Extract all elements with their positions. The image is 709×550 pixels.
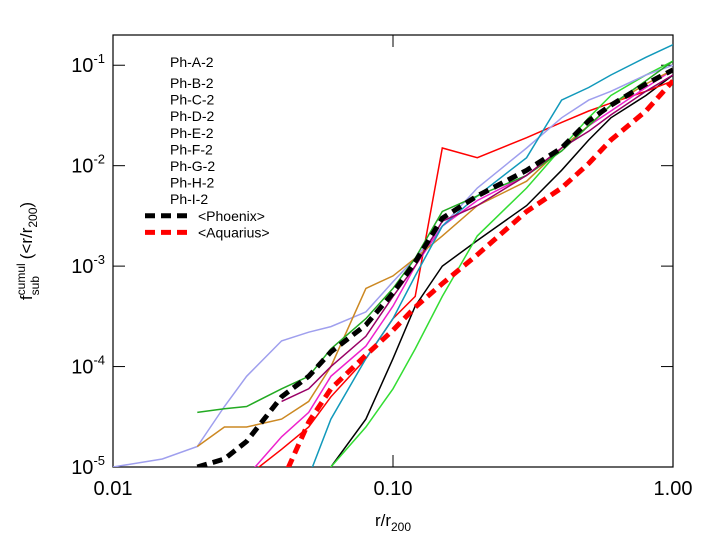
y-tick-power: -2: [93, 152, 105, 167]
y-label-rest-sub: 200: [26, 207, 40, 227]
legend-label: <Aquarius>: [198, 224, 270, 240]
y-tick-label: 10-3: [71, 252, 105, 278]
y-label-rest: (<r/r: [17, 227, 36, 264]
legend-label: Ph-A-2: [170, 54, 214, 70]
legend-label: Ph-H-2: [170, 175, 215, 191]
y-tick-base: 10: [71, 357, 93, 379]
y-tick-label: 10-4: [71, 353, 105, 379]
x-axis-label: r/r200: [375, 511, 411, 534]
y-label-sup: cumul: [14, 263, 28, 295]
series-line: [329, 74, 673, 467]
legend-label: Ph-E-2: [170, 125, 214, 141]
y-tick-power: -5: [93, 453, 105, 468]
y-tick-base: 10: [71, 55, 93, 77]
series-line: [285, 79, 673, 467]
legend-label: Ph-C-2: [170, 92, 215, 108]
y-tick-label: 10-2: [71, 152, 105, 178]
series-line: [281, 74, 673, 403]
x-tick-label: 0.01: [94, 478, 133, 500]
y-tick-power: -3: [93, 252, 105, 267]
y-label-end: ): [17, 202, 36, 208]
y-label-sub: sub: [28, 276, 42, 296]
y-tick-base: 10: [71, 457, 93, 479]
series-line: [113, 64, 673, 467]
y-tick-power: -1: [93, 51, 105, 66]
y-axis-label: fcumulsub (<r/r200): [14, 202, 42, 300]
legend-label: <Phoenix>: [198, 208, 265, 224]
series-line: [257, 80, 673, 467]
x-label-base: r/r: [375, 511, 391, 530]
x-label-sub: 200: [391, 520, 411, 534]
x-tick-label: 1.00: [654, 478, 693, 500]
legend-label: Ph-G-2: [170, 158, 215, 174]
series-line: [329, 60, 673, 467]
x-tick-label: 0.10: [374, 478, 413, 500]
legend-label: Ph-D-2: [170, 108, 215, 124]
y-tick-base: 10: [71, 156, 93, 178]
legend-label: Ph-B-2: [170, 75, 214, 91]
y-tick-label: 10-5: [71, 453, 105, 479]
y-tick-base: 10: [71, 256, 93, 278]
legend-label: Ph-F-2: [170, 141, 213, 157]
y-label-base: f: [17, 295, 36, 300]
legend-label: Ph-I-2: [170, 191, 208, 207]
series-line: [196, 67, 673, 467]
y-tick-power: -4: [93, 353, 105, 368]
y-tick-label: 10-1: [71, 51, 105, 77]
plot-lines: [113, 44, 673, 467]
